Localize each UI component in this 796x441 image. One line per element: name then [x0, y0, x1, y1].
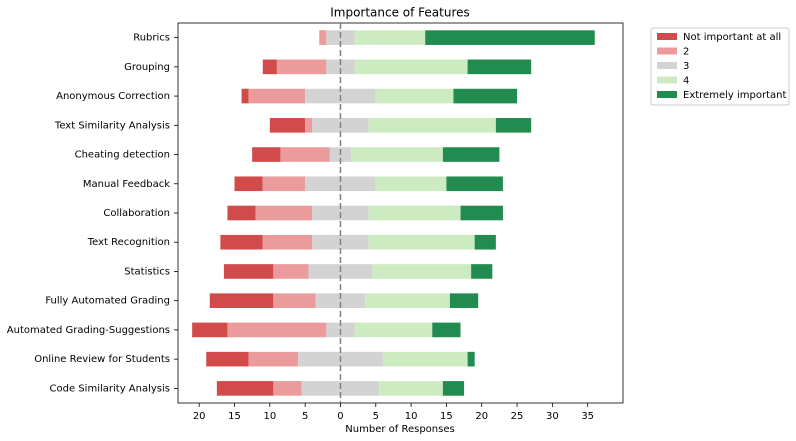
- bar-segment: [495, 118, 532, 133]
- bar-segment: [375, 88, 454, 104]
- bar-segment: [234, 176, 263, 192]
- legend-label: 3: [683, 61, 689, 72]
- bar-segment: [442, 147, 500, 162]
- bar-segment: [305, 176, 376, 192]
- legend-swatch: [657, 62, 677, 69]
- bar-segment: [368, 205, 461, 221]
- bar-segment: [354, 59, 468, 75]
- bar-segment: [206, 351, 249, 367]
- bar-segment: [280, 147, 330, 162]
- bar-segment: [273, 293, 316, 308]
- bar-segment: [368, 234, 475, 250]
- y-tick-label: Statistics: [124, 266, 170, 277]
- x-tick-label: 25: [511, 411, 524, 422]
- bar-segment: [248, 351, 299, 367]
- x-tick-label: 20: [193, 411, 206, 422]
- bar-segment: [365, 293, 450, 308]
- y-tick-label: Anonymous Correction: [56, 91, 170, 102]
- x-tick-label: 5: [302, 411, 308, 422]
- bar-segment: [273, 381, 302, 396]
- bar-segment: [368, 118, 496, 133]
- legend-frame: [650, 27, 790, 106]
- x-tick-label: 10: [405, 411, 418, 422]
- legend-swatch: [657, 76, 677, 84]
- bar-segment: [262, 176, 306, 192]
- x-tick-label: 15: [440, 411, 453, 422]
- bar-segment: [192, 322, 228, 338]
- bar-segment: [379, 381, 443, 396]
- legend-swatch: [657, 47, 677, 55]
- bar-segment: [305, 118, 313, 133]
- y-tick-label: Collaboration: [103, 208, 170, 219]
- legend-label: Extremely important: [683, 90, 786, 101]
- bar-segment: [276, 59, 327, 75]
- bar-segment: [471, 264, 493, 279]
- x-tick-label: 15: [228, 411, 241, 422]
- bar-segment: [216, 381, 274, 396]
- legend-swatch: [657, 33, 677, 40]
- bar-segment: [255, 205, 313, 221]
- y-tick-label: Manual Feedback: [83, 179, 170, 190]
- bar-segment: [446, 176, 503, 192]
- bar-segment: [425, 30, 595, 45]
- bar-segment: [227, 322, 327, 338]
- bar-segment: [382, 351, 468, 367]
- x-tick-label: 30: [546, 411, 559, 422]
- bar-segment: [252, 147, 281, 162]
- x-axis-label: Number of Responses: [345, 424, 454, 435]
- chart-title: Importance of Features: [330, 6, 470, 20]
- y-tick-label: Text Recognition: [87, 237, 170, 248]
- bar-segment: [375, 176, 447, 192]
- legend-swatch: [657, 91, 677, 98]
- bar-segment: [273, 264, 309, 279]
- bar-segment: [223, 264, 274, 279]
- bar-segment: [474, 234, 496, 250]
- bar-segment: [227, 205, 256, 221]
- bar-segment: [315, 293, 366, 308]
- bar-segment: [467, 351, 475, 367]
- bar-segment: [432, 322, 461, 338]
- bar-segment: [449, 293, 479, 308]
- bar-segment: [326, 59, 355, 75]
- y-tick-label: Rubrics: [133, 33, 170, 44]
- bar-segment: [319, 30, 327, 45]
- y-tick-label: Grouping: [124, 62, 170, 73]
- bar-segment: [372, 264, 472, 279]
- bar-segment: [269, 118, 306, 133]
- y-tick-label: Code Similarity Analysis: [50, 383, 170, 394]
- x-tick-label: 5: [373, 411, 379, 422]
- bar-segment: [453, 88, 518, 104]
- bar-segment: [262, 59, 277, 75]
- x-tick-label: 20: [475, 411, 488, 422]
- bar-segment: [354, 30, 426, 45]
- bar-segment: [262, 234, 313, 250]
- y-tick-label: Fully Automated Grading: [45, 296, 170, 307]
- bar-segment: [354, 322, 433, 338]
- bar-segment: [351, 147, 443, 162]
- bar-segment: [241, 88, 249, 104]
- y-tick-label: Online Review for Students: [34, 354, 170, 365]
- bar-segment: [248, 88, 306, 104]
- legend-label: 4: [683, 76, 689, 87]
- bar-segment: [209, 293, 274, 308]
- x-tick-label: 35: [581, 411, 594, 422]
- legend-label: 2: [683, 47, 689, 58]
- y-tick-label: Text Similarity Analysis: [54, 120, 170, 131]
- bar-segment: [467, 59, 532, 75]
- legend-label: Not important at all: [683, 32, 781, 43]
- x-tick-label: 10: [263, 411, 276, 422]
- bar-segment: [442, 381, 465, 396]
- y-tick-label: Automated Grading-Suggestions: [7, 325, 170, 336]
- x-tick-label: 0: [337, 411, 343, 422]
- bar-segment: [460, 205, 503, 221]
- bar-segment: [220, 234, 263, 250]
- y-tick-label: Cheating detection: [75, 150, 170, 161]
